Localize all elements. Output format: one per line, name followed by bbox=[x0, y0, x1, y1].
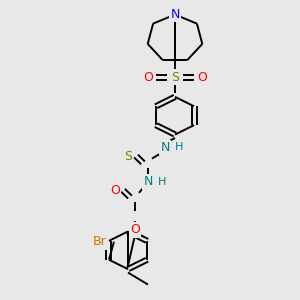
Text: N: N bbox=[170, 8, 180, 21]
Text: O: O bbox=[197, 70, 207, 84]
Text: N: N bbox=[160, 141, 170, 154]
Text: H: H bbox=[175, 142, 183, 152]
Text: S: S bbox=[124, 149, 132, 163]
Text: N: N bbox=[143, 175, 153, 188]
Text: S: S bbox=[171, 70, 179, 84]
Text: O: O bbox=[130, 223, 140, 236]
Text: O: O bbox=[110, 184, 120, 197]
Text: O: O bbox=[143, 70, 153, 84]
Text: Br: Br bbox=[93, 235, 107, 248]
Text: H: H bbox=[158, 177, 166, 187]
